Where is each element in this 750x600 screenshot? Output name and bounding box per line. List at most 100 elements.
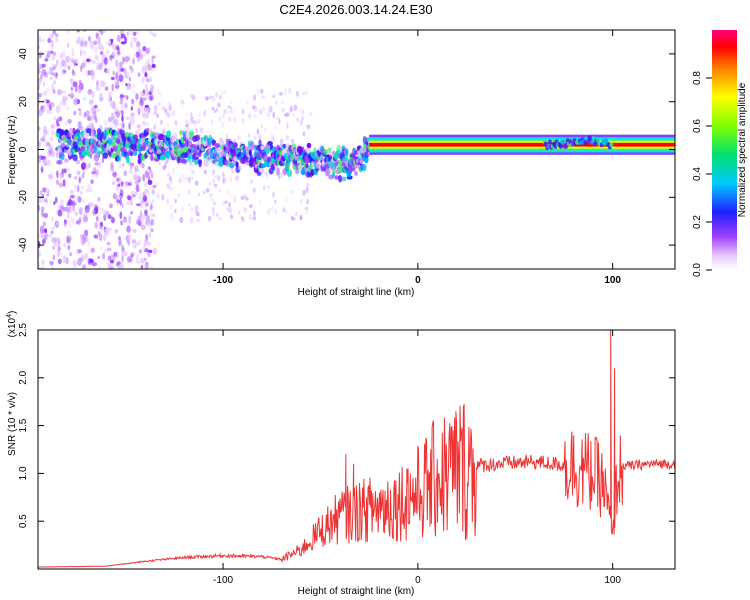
spectrogram-noise-cell xyxy=(118,236,121,240)
spectrogram-noise-cell xyxy=(135,165,139,172)
spectrogram-noise-cell xyxy=(266,110,270,117)
spectrogram-noise-cell xyxy=(217,175,221,180)
spectrogram-noise-cell xyxy=(127,220,131,228)
spectrogram-noise-cell xyxy=(82,170,85,179)
spectrogram-noise-cell xyxy=(205,96,210,101)
spectrogram-noise-cell xyxy=(77,86,82,94)
spectrogram-noise-cell xyxy=(148,231,152,239)
spectrogram-noise-cell xyxy=(90,72,96,81)
spectrogram-band-cell xyxy=(248,149,252,157)
spectrogram-noise-cell xyxy=(102,252,106,260)
spectrogram-noise-cell xyxy=(88,99,94,105)
spectrogram-noise-cell xyxy=(165,108,168,116)
spectrogram-noise-cell xyxy=(213,109,216,114)
spectrogram-noise-cell xyxy=(132,171,138,177)
spectrogram-noise-cell xyxy=(127,182,132,186)
spectrogram-noise-cell xyxy=(149,264,154,269)
spectrogram-noise-cell xyxy=(233,116,237,123)
spectrogram-noise-cell xyxy=(59,52,63,60)
spectrogram-band-cell xyxy=(288,150,295,158)
spectrogram-noise-cell xyxy=(135,242,141,247)
spectrogram-noise-cell xyxy=(84,252,88,260)
spectrogram-noise-cell xyxy=(139,53,144,60)
spectrogram-noise-cell xyxy=(135,93,139,101)
spectrogram-noise-cell xyxy=(220,121,225,128)
spectrogram-noise-cell xyxy=(95,108,101,113)
spectrogram-noise-cell xyxy=(98,264,101,269)
spectrogram-noise-cell xyxy=(256,128,260,135)
spectrogram-noise-cell xyxy=(69,92,74,99)
y-tick-label: 2.5 xyxy=(18,323,29,337)
spectrogram-noise-cell xyxy=(299,198,303,205)
spectrogram-noise-cell xyxy=(279,138,284,144)
spectrogram-noise-cell xyxy=(117,212,121,217)
spectrogram-noise-cell xyxy=(288,87,292,94)
spectrogram-noise-cell xyxy=(116,202,119,206)
x-tick-label: -100 xyxy=(213,275,233,286)
spectrogram-noise-cell xyxy=(284,88,287,96)
spectrogram-noise-cell xyxy=(116,34,121,43)
spectrogram-noise-cell xyxy=(299,214,302,221)
spectrogram-noise-cell xyxy=(116,46,120,51)
spectrogram-noise-cell xyxy=(94,169,100,176)
spectrogram-noise-cell xyxy=(291,215,294,221)
spectrogram-noise-cell xyxy=(263,127,267,132)
spectrogram-noise-cell xyxy=(123,170,127,177)
spectrogram-noise-cell xyxy=(161,129,166,135)
spectrogram-noise-cell xyxy=(87,189,93,193)
spectrogram-noise-cell xyxy=(40,137,45,142)
spectrogram-noise-cell xyxy=(94,221,98,229)
spectrogram-noise-cell xyxy=(54,236,59,243)
spectrogram-noise-cell xyxy=(157,101,161,106)
spectrogram-noise-cell xyxy=(218,116,222,122)
spectrogram-noise-cell xyxy=(192,96,196,102)
spectrogram-noise-cell xyxy=(215,107,218,113)
spectrogram-noise-cell xyxy=(248,132,251,138)
spectrogram-noise-cell xyxy=(247,113,252,119)
spectrogram-noise-cell xyxy=(107,255,112,261)
spectrogram-noise-cell xyxy=(50,42,55,51)
spectrogram-noise-cell xyxy=(61,90,66,94)
spectrogram-noise-cell xyxy=(252,216,257,221)
spectrogram-band-cell xyxy=(344,153,349,162)
spectrogram-noise-cell xyxy=(103,211,106,216)
spectrogram-noise-cell xyxy=(93,234,99,239)
spectrogram-noise-cell xyxy=(131,239,137,245)
spectrogram-noise-cell xyxy=(80,185,85,191)
snr-y-ticks: 0.5 1.0 1.5 2.0 2.5 xyxy=(18,323,675,528)
spectrogram-noise-cell xyxy=(119,94,125,98)
spectrogram-noise-cell xyxy=(98,94,103,102)
spectrogram-noise-cell xyxy=(119,100,124,105)
spectrogram-noise-cell xyxy=(109,57,113,61)
spectrogram-noise-cell xyxy=(120,110,124,115)
spectrogram-noise-cell xyxy=(63,221,67,228)
spectrogram-noise-cell xyxy=(121,102,124,110)
spectrogram-noise-cell xyxy=(77,37,81,45)
spectrogram-noise-cell xyxy=(174,199,178,204)
spectrogram-noise-cell xyxy=(111,43,116,50)
spectrogram-noise-cell xyxy=(149,76,153,82)
spectrogram-noise-cell xyxy=(142,244,147,252)
spectrogram-noise-cell xyxy=(126,225,131,233)
spectrogram-noise-cell xyxy=(127,30,133,36)
spectrogram-noise-cell xyxy=(89,258,94,264)
spectrogram-noise-cell xyxy=(57,250,60,258)
snr-line xyxy=(38,330,675,568)
spectrogram-noise-cell xyxy=(107,98,112,103)
spectrogram-noise-cell xyxy=(99,221,104,228)
spectrogram-noise-cell xyxy=(38,126,41,131)
spectrogram-noise-cell xyxy=(235,175,239,181)
spectrogram-noise-cell xyxy=(222,177,225,184)
spectrogram-noise-cell xyxy=(190,163,194,169)
spectrogram-noise-cell xyxy=(100,51,104,56)
spectrogram-noise-cell xyxy=(127,233,132,242)
spectrogram-noise-cell xyxy=(143,239,147,247)
spectrogram-noise-cell xyxy=(80,190,83,195)
spectrogram-noise-cell xyxy=(38,140,42,148)
spectrogram-noise-cell xyxy=(146,122,149,127)
spectrogram-noise-cell xyxy=(103,213,107,221)
spectrogram-band-cell xyxy=(298,164,303,172)
spectrogram-noise-cell xyxy=(104,228,108,236)
spectrogram-band-cell xyxy=(203,160,209,167)
spectrogram-noise-cell xyxy=(156,193,160,199)
